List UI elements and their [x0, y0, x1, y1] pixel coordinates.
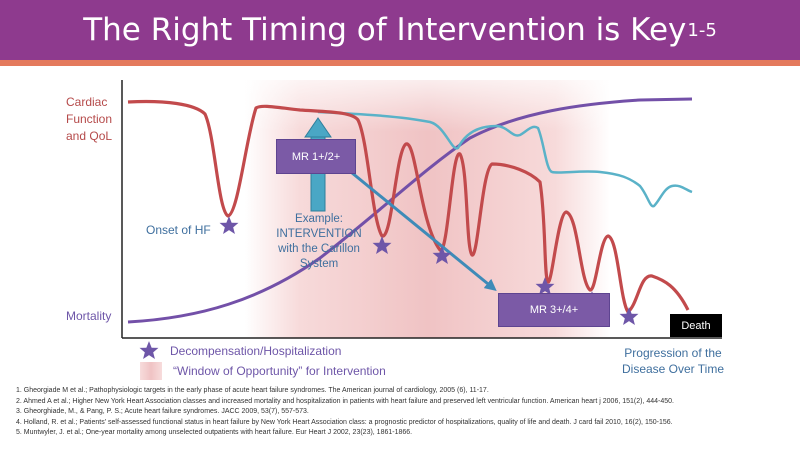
reference-item: 4. Holland, R. et al.; Patients' self-as…: [16, 418, 673, 426]
page-title: The Right Timing of Intervention is Key: [83, 12, 687, 48]
legend-window: “Window of Opportunity” for Intervention: [140, 362, 386, 380]
mortality-label: Mortality: [66, 309, 112, 323]
progression-arrow: [345, 166, 497, 292]
disease-progression-label: Progression of the Disease Over Time: [621, 346, 725, 376]
mortality-curve: [127, 97, 693, 324]
death-box: Death: [670, 314, 722, 337]
window-swatch: [140, 362, 162, 380]
reference-item: 5. Muntwyler, J. et al.; One-year mortal…: [16, 429, 413, 437]
onset-of-hf-label: Onset of HF: [146, 223, 211, 237]
mr-late-box: MR 3+/4+: [498, 293, 610, 327]
intervention-example-label: Example: INTERVENTION with the Carillon …: [276, 213, 362, 270]
legend-decompensation-label: Decompensation/Hospitalization: [170, 344, 342, 358]
onset-hospitalization-star: [219, 216, 239, 235]
star-icon: [139, 341, 159, 360]
hospitalization-star-5: [619, 307, 639, 326]
legend-decompensation: Decompensation/Hospitalization: [138, 340, 341, 362]
title-reference-superscript: 1-5: [687, 19, 717, 41]
legend-window-label: “Window of Opportunity” for Intervention: [173, 364, 386, 378]
title-banner: The Right Timing of Intervention is Key 1…: [0, 0, 800, 60]
mr-early-box: MR 1+/2+: [276, 139, 356, 174]
post-intervention-therapy-curve: [317, 110, 693, 208]
cardiac-function-curve: [127, 99, 690, 314]
references-list: 1. Gheorgiade M et al.; Pathophysiologic…: [16, 386, 786, 439]
cardiac-function-label: Cardiac Function and QoL: [66, 94, 124, 145]
reference-item: 1. Gheorgiade M et al.; Pathophysiologic…: [16, 387, 489, 394]
title-accent-stripe: [0, 60, 800, 66]
cardiac-function-label-text: Cardiac Function and QoL: [66, 95, 113, 143]
reference-item: 3. Gheorghiade, M., & Pang, P. S.; Acute…: [16, 408, 309, 416]
reference-item: 2. Ahmed A et al.; Higher New York Heart…: [16, 397, 674, 405]
